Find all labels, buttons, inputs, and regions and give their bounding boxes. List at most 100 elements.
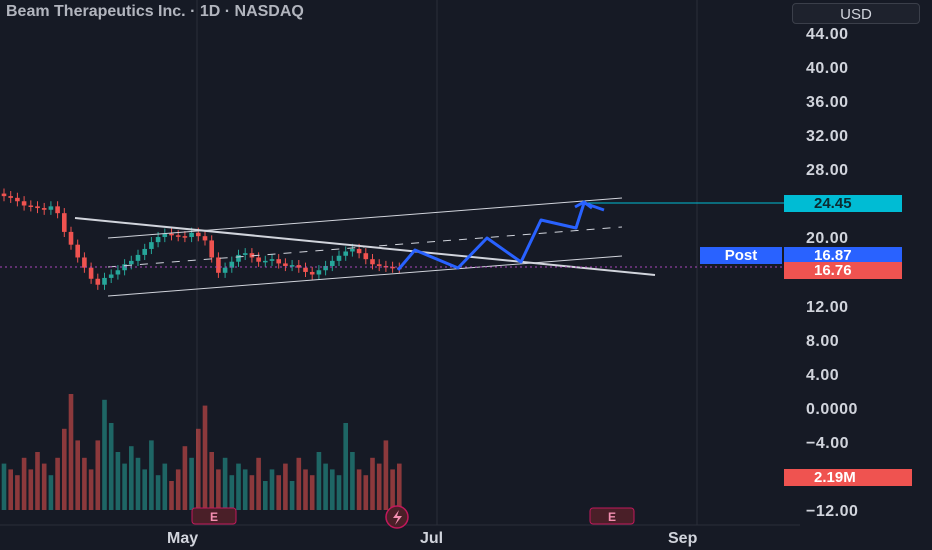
y-tick-label: −12.00 [806,503,859,520]
x-tick-label: May [167,530,199,547]
volume-bar [62,428,67,510]
candle-body [269,259,275,261]
candle-body [316,270,322,275]
candle-body [276,259,281,264]
volume-bar [303,469,308,510]
candle-body [15,197,20,202]
chart-title: Beam Therapeutics Inc. · 1D · NASDAQ [6,3,304,20]
y-tick-label: 0.0000 [806,400,858,418]
candle-body [336,255,342,261]
volume-bar [383,440,389,510]
y-tick-label: 36.00 [806,94,849,112]
volume-bar [1,463,7,510]
volume-bar [222,457,228,510]
candle-body [88,267,94,279]
candle-body [68,231,74,245]
candle-body [155,237,161,243]
candle-body [283,263,288,266]
volume-bar [229,475,235,510]
volume-bar [256,457,261,510]
volume-bar [182,446,188,510]
volume-label: 2.19M [784,469,912,486]
candle-body [216,257,221,273]
y-tick-label: 12.00 [806,298,849,316]
volume-bar [8,469,13,510]
volume-bar [82,457,87,510]
candle-body [35,206,40,209]
candle-body [122,264,127,271]
volume-bar [209,452,214,510]
candle-body [202,236,208,241]
candle-body [162,233,168,238]
candle-body [62,213,67,232]
volume-bar [169,481,174,510]
candle-body [182,236,188,238]
volume-bar [397,463,402,510]
volume-bar [336,475,342,510]
volume-bar [149,440,154,510]
candle-body [343,251,348,256]
y-tick-label: 28.00 [806,162,849,180]
candle-body [296,265,302,268]
candle-body [303,267,308,272]
candle-body [1,193,7,197]
volume-bar [343,423,348,510]
y-tick-label: 4.00 [806,366,840,384]
earnings-marker-1-text: E [210,510,218,524]
volume-bar [269,469,275,510]
candle-body [363,253,369,260]
candle-body [129,260,134,265]
candle-body [41,208,47,210]
candle-body [82,257,87,268]
candle-body [115,270,121,275]
volume-bar [370,457,375,510]
candle-body [28,205,34,208]
volume-bar [122,463,127,510]
volume-bar [390,469,395,510]
x-tick-label: Sep [668,530,698,547]
volume-bar [276,475,281,510]
volume-bar [216,469,221,510]
volume-bar [330,469,335,510]
candle-body [256,257,261,262]
candle-body [323,265,328,271]
y-tick-label: 20.00 [806,230,849,248]
volume-bar [135,457,141,510]
volume-bar [363,475,369,510]
volume-bar [162,463,168,510]
volume-bar [55,457,60,510]
y-tick-label: −4.00 [806,434,849,452]
y-tick-label: 40.00 [806,60,849,78]
volume-bar [323,463,328,510]
candle-body [376,264,382,266]
candle-body [135,254,141,261]
volume-bar [316,452,322,510]
volume-bar [263,481,268,510]
candle-body [108,274,114,278]
candle-body [142,248,147,255]
volume-bar [129,446,134,510]
y-tick-label: 44.00 [806,26,849,43]
candle-body [242,253,248,255]
candle-body [350,248,355,252]
volume-bar [202,405,208,510]
candle-body [21,201,27,206]
volume-bar [75,440,80,510]
currency-selector[interactable]: USD [792,3,920,24]
candle-body [8,196,13,198]
target-price-label: 24.45 [784,195,902,212]
candle-body [95,278,101,285]
channel-top-line [107,197,623,239]
channel-mid-line [107,226,623,268]
volume-bar [68,394,74,510]
candle-body [330,260,335,266]
volume-bar [15,475,20,510]
volume-bar [108,423,114,510]
channel-bottom-line [107,255,623,297]
volume-bar [296,457,302,510]
candle-body [390,266,395,269]
volume-bar [88,469,94,510]
volume-bar [236,463,241,510]
candle-body [222,267,228,273]
